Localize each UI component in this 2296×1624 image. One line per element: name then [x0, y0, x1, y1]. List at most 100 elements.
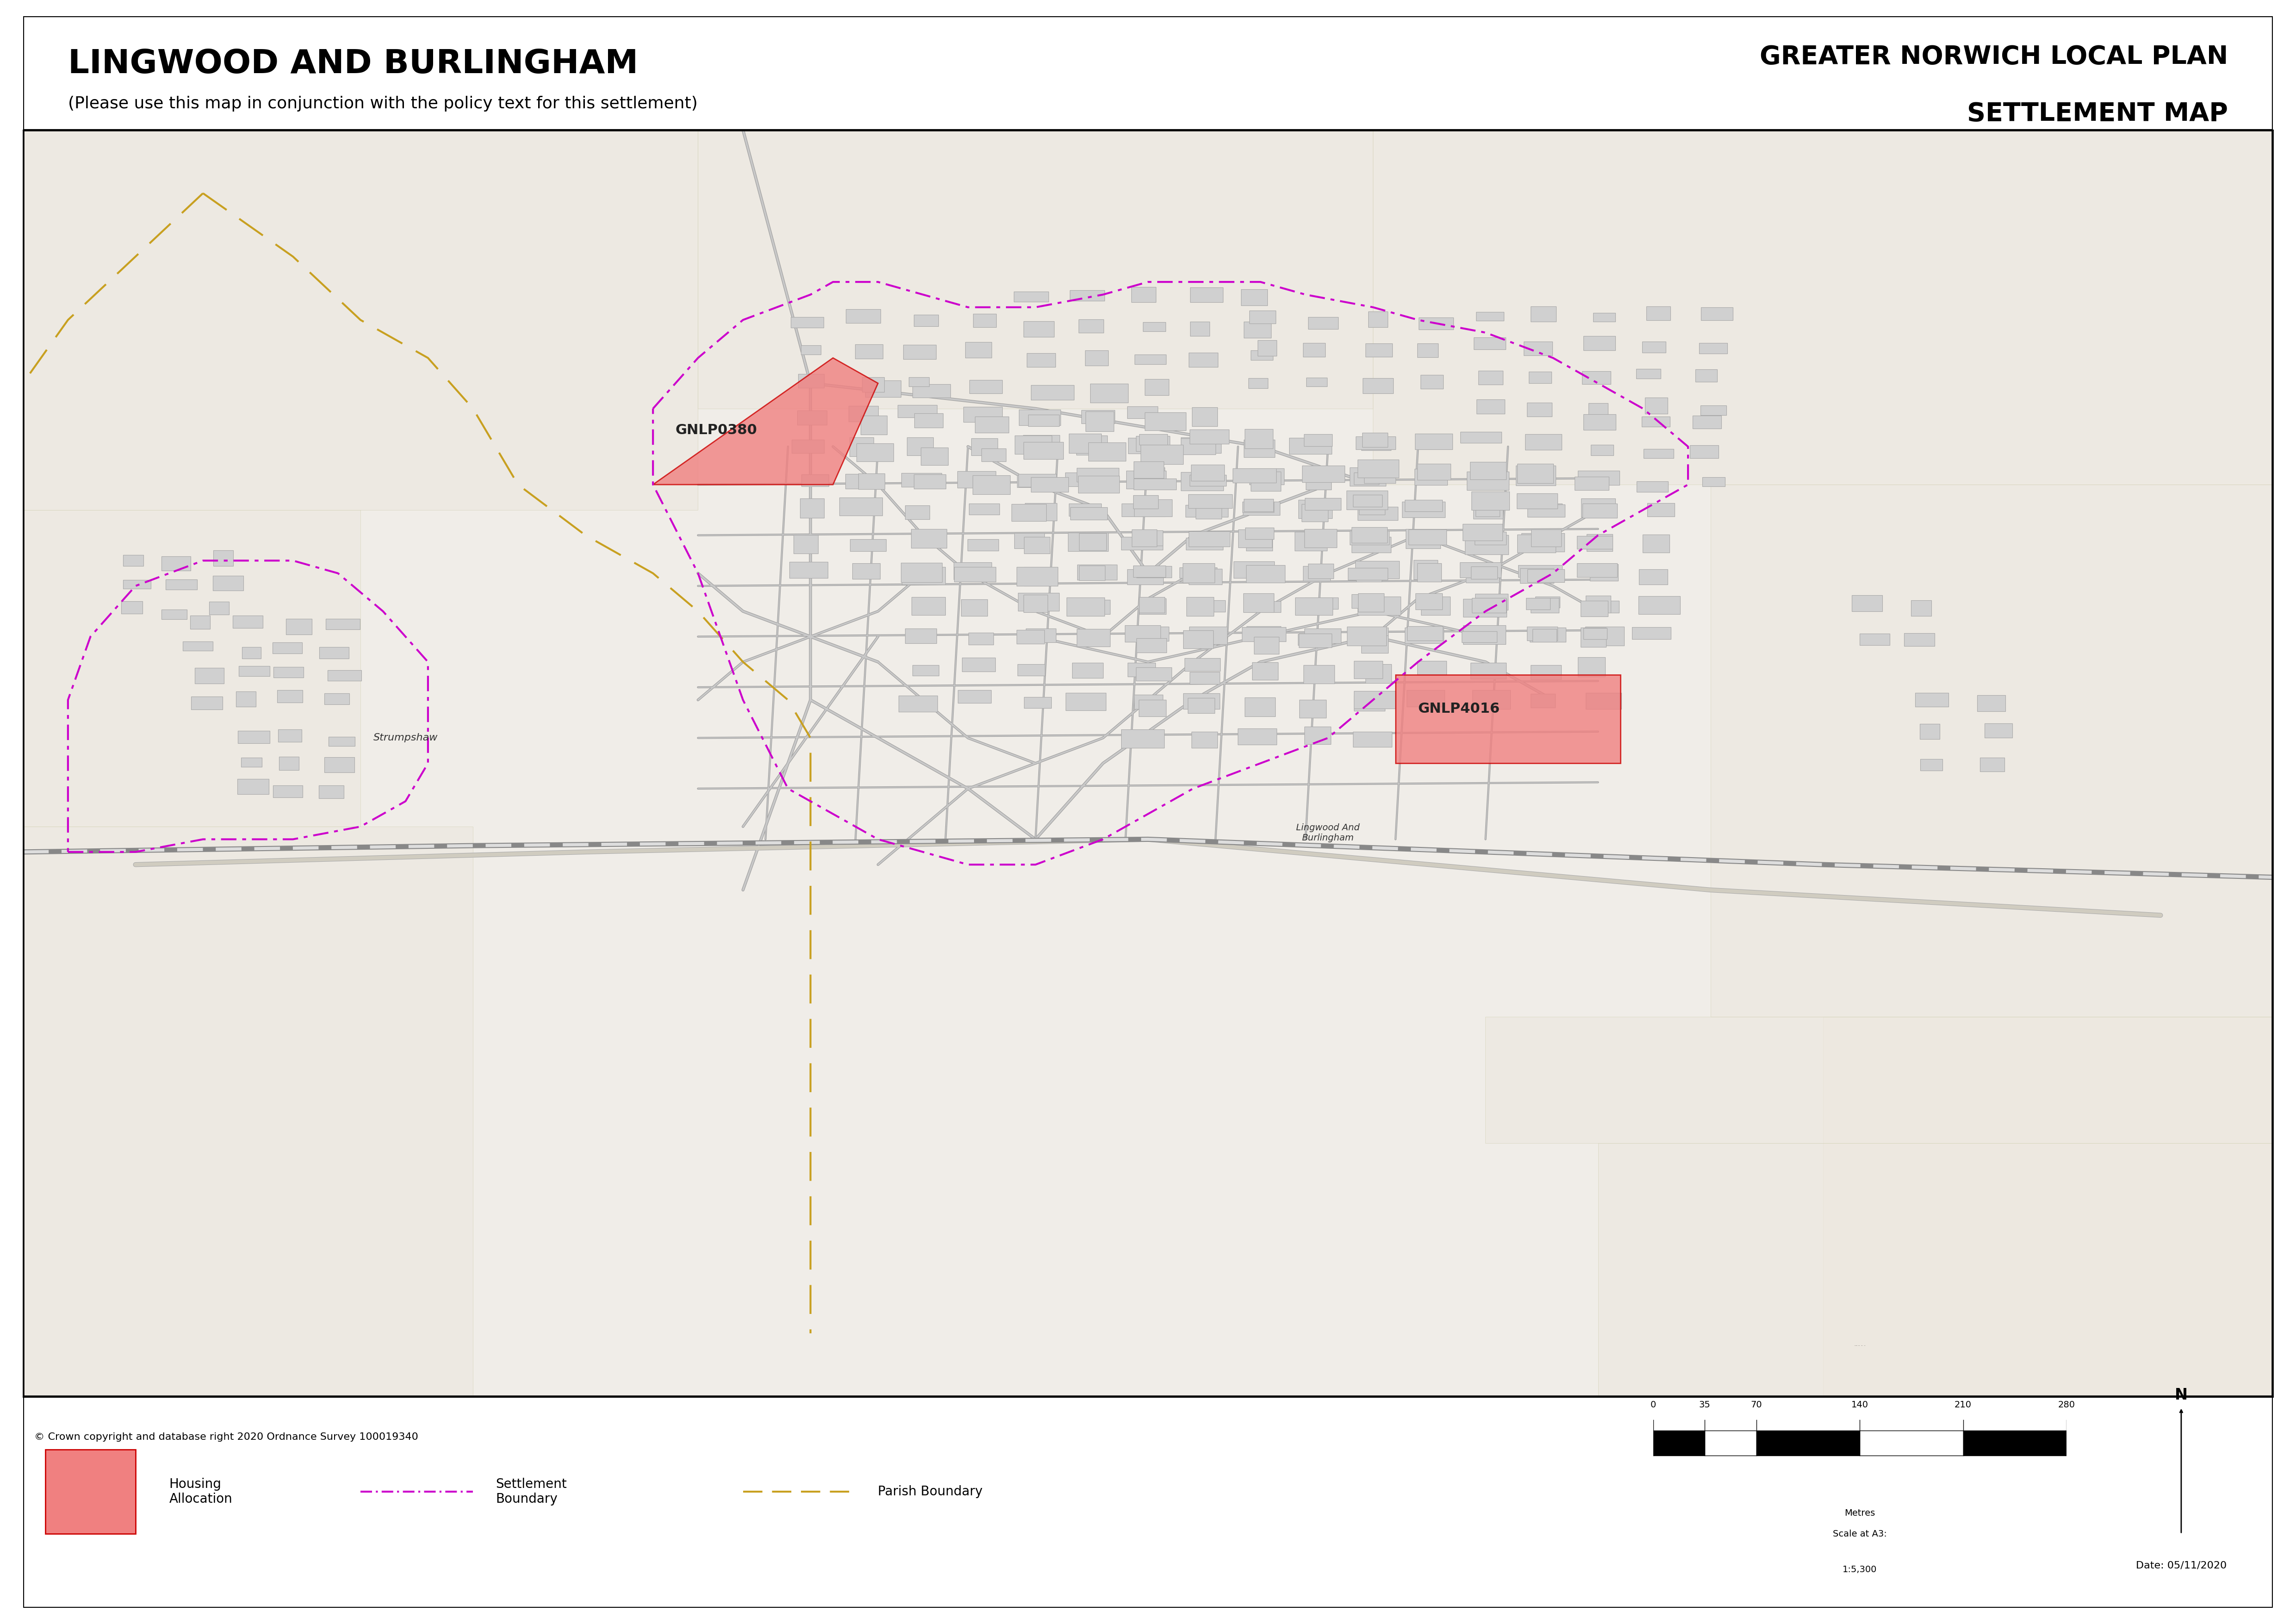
Bar: [967, 539, 999, 551]
Bar: [191, 615, 211, 628]
Bar: [790, 562, 829, 578]
Bar: [1417, 564, 1442, 581]
Bar: [980, 448, 1006, 461]
Bar: [1701, 406, 1727, 416]
Bar: [902, 344, 937, 359]
Bar: [1357, 460, 1398, 477]
Bar: [1139, 599, 1166, 614]
Bar: [1525, 341, 1552, 356]
Bar: [165, 580, 197, 590]
Bar: [845, 309, 879, 323]
Bar: [1699, 343, 1727, 354]
Bar: [1642, 417, 1669, 427]
Bar: [1258, 339, 1277, 356]
Bar: [1903, 633, 1936, 646]
Bar: [1120, 729, 1164, 749]
Bar: [850, 539, 886, 551]
Bar: [1984, 723, 2011, 737]
Bar: [1632, 627, 1671, 640]
Bar: [1527, 505, 1566, 516]
Bar: [794, 534, 817, 554]
Bar: [1304, 499, 1341, 510]
Bar: [273, 643, 303, 653]
Bar: [912, 383, 951, 398]
Bar: [1304, 343, 1325, 357]
Bar: [239, 666, 271, 676]
Bar: [161, 557, 191, 570]
Bar: [1637, 369, 1660, 378]
Bar: [1019, 409, 1061, 425]
Bar: [1297, 500, 1332, 518]
Bar: [845, 474, 884, 489]
Bar: [1352, 538, 1391, 552]
Bar: [124, 555, 142, 567]
Bar: [1364, 466, 1396, 484]
Bar: [1065, 598, 1104, 615]
Bar: [1467, 471, 1508, 490]
Bar: [1577, 536, 1612, 549]
Bar: [1187, 698, 1215, 713]
Bar: [1077, 435, 1107, 455]
Bar: [1304, 567, 1329, 581]
Bar: [1531, 693, 1554, 708]
Bar: [962, 658, 996, 671]
Bar: [1419, 317, 1453, 330]
Polygon shape: [23, 130, 698, 510]
Bar: [850, 406, 879, 421]
Bar: [1527, 570, 1564, 581]
Text: Settlement
Boundary: Settlement Boundary: [496, 1478, 567, 1505]
Bar: [1242, 627, 1286, 641]
Bar: [1127, 663, 1155, 677]
Bar: [1644, 448, 1674, 458]
Bar: [1029, 414, 1058, 427]
Bar: [1244, 440, 1274, 458]
Bar: [1348, 568, 1387, 580]
Bar: [1421, 375, 1442, 388]
Bar: [1132, 529, 1157, 547]
Bar: [1077, 468, 1118, 482]
Bar: [1527, 403, 1552, 417]
Bar: [1476, 505, 1499, 516]
Bar: [1295, 598, 1332, 615]
Bar: [969, 380, 1003, 393]
Bar: [1244, 499, 1274, 512]
Bar: [974, 313, 996, 326]
Bar: [1518, 494, 1557, 508]
Bar: [1355, 533, 1380, 547]
Bar: [1531, 664, 1561, 679]
Bar: [1580, 601, 1607, 617]
Bar: [1587, 534, 1612, 551]
Bar: [1584, 336, 1616, 351]
Bar: [1584, 627, 1623, 646]
Bar: [1297, 633, 1322, 645]
Bar: [1352, 528, 1387, 542]
Bar: [1125, 471, 1166, 489]
Bar: [1359, 499, 1384, 515]
Bar: [1244, 429, 1272, 448]
Bar: [1304, 666, 1334, 684]
Bar: [1024, 538, 1049, 554]
Bar: [1584, 628, 1607, 640]
Bar: [1024, 697, 1052, 708]
Bar: [1086, 351, 1109, 365]
Bar: [1587, 693, 1621, 710]
Bar: [1646, 503, 1674, 516]
Bar: [214, 551, 234, 567]
Bar: [1417, 661, 1446, 676]
Bar: [1134, 695, 1164, 710]
Bar: [1244, 593, 1274, 612]
Bar: [1463, 632, 1497, 643]
Bar: [236, 692, 255, 706]
Bar: [1127, 406, 1157, 419]
Text: (Please use this map in conjunction with the policy text for this settlement): (Please use this map in conjunction with…: [69, 96, 698, 112]
Bar: [1134, 461, 1164, 477]
Bar: [1756, 1431, 1860, 1455]
Bar: [1086, 411, 1114, 430]
Bar: [1297, 536, 1334, 546]
Bar: [1690, 445, 1717, 458]
Bar: [1288, 438, 1332, 453]
Bar: [799, 374, 824, 388]
Bar: [241, 648, 262, 659]
Text: 140: 140: [1851, 1400, 1869, 1410]
Bar: [962, 599, 987, 615]
